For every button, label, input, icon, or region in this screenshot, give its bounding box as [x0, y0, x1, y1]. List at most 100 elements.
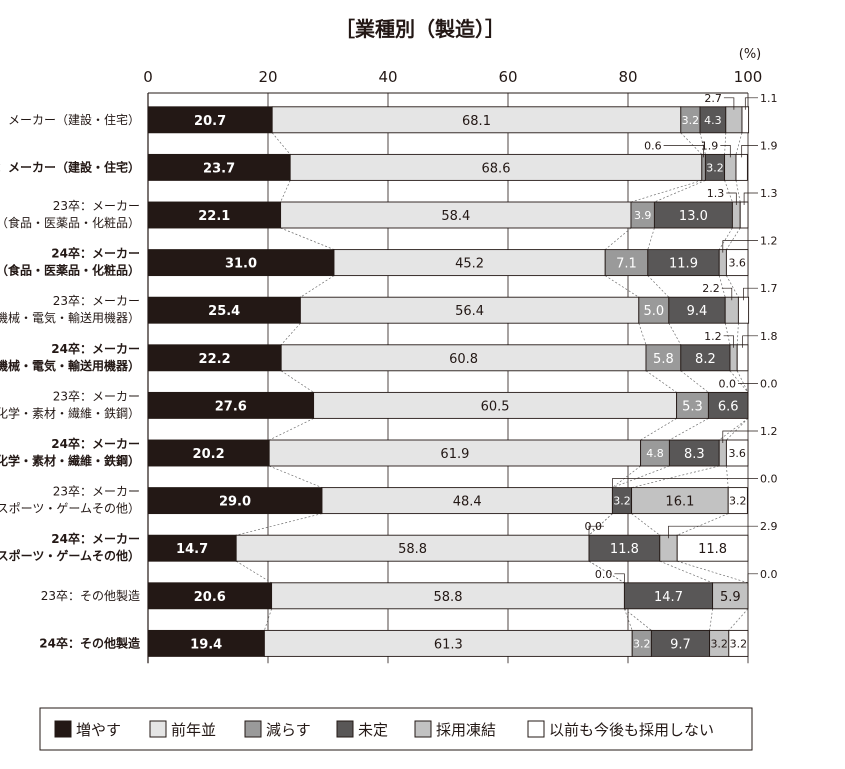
- legend: 増やす 前年並 減らす 未定 採用凍結 以前も今後も採用しない: [39, 707, 753, 751]
- category-label: （食品・医薬品・化粧品）: [0, 215, 140, 230]
- connector-line: [718, 418, 749, 441]
- callout-label: 1.9: [760, 139, 778, 152]
- bar-12-series-4: [650, 629, 711, 657]
- connector-line: [718, 227, 733, 250]
- data-label: 5.9: [720, 590, 741, 605]
- bar-2-series-1: [147, 153, 291, 181]
- callout-line: [668, 525, 758, 539]
- callout-line: [726, 192, 737, 205]
- connector-line: [726, 465, 729, 488]
- category-label: （機械・電気・輸送用機器）: [0, 310, 140, 325]
- bar-7-series-3: [676, 391, 709, 419]
- data-label: 58.8: [434, 590, 463, 605]
- connector-line: [724, 323, 731, 345]
- data-label: 58.8: [398, 542, 427, 557]
- bar-6-series-6: [736, 344, 749, 372]
- connector-line: [728, 608, 749, 631]
- category-label: （化学・素材・繊維・鉄鋼）: [0, 405, 140, 420]
- data-label: 4.8: [646, 447, 664, 460]
- connector-line: [280, 322, 301, 346]
- connector-line: [654, 180, 706, 203]
- connector-line: [638, 323, 647, 345]
- connector-line: [280, 180, 291, 203]
- data-label: 29.0: [219, 495, 251, 510]
- legend-label-3: 減らす: [266, 721, 311, 739]
- data-label: 25.4: [208, 304, 240, 319]
- connector-line: [631, 465, 720, 488]
- data-label: 9.7: [670, 637, 691, 652]
- category-label: （化学・素材・繊維・鉄鋼）: [0, 453, 140, 468]
- bars: [147, 106, 750, 657]
- callout-line: [743, 192, 758, 205]
- data-label: 60.8: [449, 352, 478, 367]
- bar-1-series-2: [271, 106, 682, 134]
- bar-9-series-2: [321, 487, 613, 515]
- data-label: 8.2: [695, 352, 716, 367]
- connector-line: [612, 465, 641, 488]
- callout-line: [723, 335, 734, 348]
- bar-10-series-6: [676, 534, 749, 562]
- x-tick-label: 0: [143, 68, 153, 86]
- callout-line: [747, 383, 758, 396]
- bar-1-series-5: [725, 106, 743, 134]
- callout-label: 0.0: [760, 377, 778, 390]
- category-label: 24卒：メーカー: [51, 246, 140, 261]
- bar-2-series-3: [701, 153, 706, 181]
- connector-line: [736, 370, 749, 393]
- bar-10-series-2: [235, 534, 590, 562]
- category-label: （食品・医薬品・化粧品）: [0, 263, 140, 278]
- callout-label: 0.0: [585, 520, 603, 533]
- connector-line: [659, 560, 713, 584]
- bar-1-series-1: [147, 106, 273, 134]
- category-label: 23卒：メーカー: [53, 485, 140, 499]
- callout-label: 2.7: [704, 92, 722, 105]
- legend-label-2: 前年並: [171, 721, 216, 739]
- connector-line: [709, 608, 713, 631]
- bar-8-series-1: [147, 439, 270, 467]
- connector-line: [736, 323, 739, 345]
- bar-8-series-5: [718, 439, 727, 467]
- connector-line: [680, 370, 709, 393]
- category-label: 23卒：メーカー: [53, 294, 140, 308]
- connector-line: [677, 560, 749, 584]
- bar-10-series-5: [659, 534, 678, 562]
- bar-4-series-4: [647, 249, 720, 277]
- callout-line: [747, 573, 758, 586]
- data-label: 3.2: [682, 114, 700, 127]
- category-label: 24卒：メーカー: [51, 436, 140, 451]
- callout-line: [588, 525, 604, 539]
- data-label: 11.8: [610, 542, 639, 557]
- data-label: 68.6: [482, 161, 511, 176]
- data-label: 11.9: [669, 257, 698, 272]
- bar-3-series-1: [147, 201, 282, 229]
- x-tick-label: 80: [618, 68, 637, 86]
- connector-line: [726, 227, 741, 250]
- data-label: 22.1: [198, 209, 230, 224]
- bar-11-series-5: [712, 582, 749, 610]
- connector-line: [271, 132, 291, 155]
- bar-8-series-6: [725, 439, 749, 467]
- data-label: 3.2: [729, 495, 747, 508]
- bar-6-series-4: [680, 344, 731, 372]
- bar-6-series-1: [147, 344, 282, 372]
- data-label: 22.2: [199, 352, 231, 367]
- bar-3-series-4: [653, 201, 733, 229]
- data-label: 45.2: [455, 257, 484, 272]
- bar-7-series-1: [147, 391, 315, 419]
- connector-line: [236, 560, 272, 584]
- connector-line: [647, 275, 670, 298]
- data-label: 60.5: [481, 399, 510, 414]
- category-label: 24卒：その他製造: [39, 635, 141, 650]
- data-label: 19.4: [190, 637, 222, 652]
- connector-line: [724, 180, 733, 203]
- bar-8-series-4: [668, 439, 720, 467]
- legend-swatch-2: [149, 720, 167, 738]
- category-label: 23卒：メーカー: [53, 199, 140, 213]
- bar-2-series-5: [724, 153, 737, 181]
- data-label: 5.3: [682, 399, 703, 414]
- callout-label: 2.2: [702, 282, 720, 295]
- connector-line: [669, 418, 709, 441]
- bar-5-series-6: [737, 296, 750, 324]
- data-label: 23.7: [203, 161, 235, 176]
